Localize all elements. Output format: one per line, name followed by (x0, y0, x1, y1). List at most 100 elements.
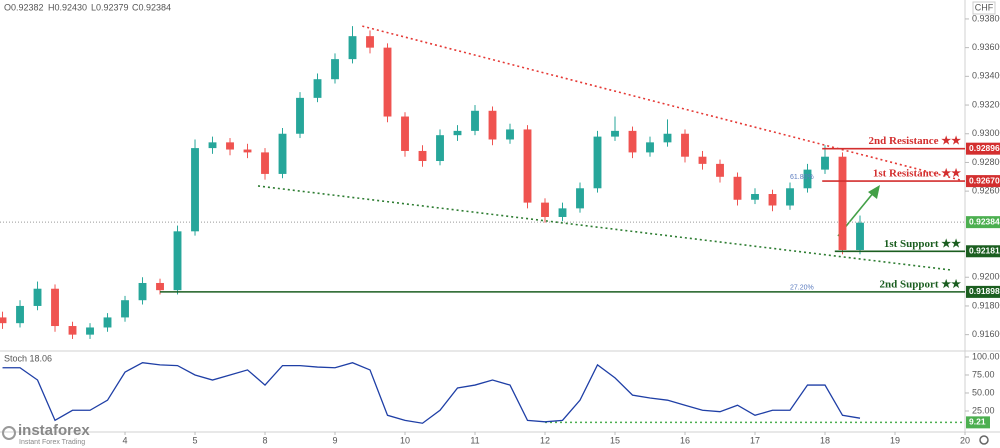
y-tick-label: 0.91600 (972, 329, 1000, 339)
candle-body (331, 59, 339, 80)
ohlc-low: L0.92379 (91, 2, 129, 12)
level-price: 0.92670 (969, 175, 1000, 185)
x-tick-label: 11 (470, 435, 479, 445)
candle-body (488, 110, 497, 140)
candle-body (313, 79, 322, 98)
arrow-head (868, 185, 880, 199)
candle-body (768, 194, 777, 206)
level-name: 1st Resistance ★★ (873, 168, 961, 180)
candle-body (646, 142, 654, 153)
candle-body (453, 130, 462, 136)
level-name: 1st Support ★★ (884, 238, 961, 250)
x-tick-label: 15 (610, 435, 620, 445)
x-tick-label: 4 (123, 435, 128, 445)
ohlc-high: H0.92430 (48, 2, 87, 12)
tagline: Instant Forex Trading (19, 439, 85, 446)
candle-body (418, 150, 427, 162)
candle-body (838, 156, 847, 250)
stoch-line (2, 362, 861, 424)
candle-body (716, 163, 724, 177)
candle-body (541, 202, 549, 217)
candle-body (576, 188, 584, 209)
candle-body (681, 133, 689, 157)
level-price: 0.92896 (969, 143, 1000, 153)
candle-body (208, 142, 217, 149)
x-tick-label: 18 (820, 435, 830, 445)
level-price: 0.91898 (969, 286, 1000, 296)
candle-body (471, 110, 479, 131)
candle-body (698, 156, 707, 164)
candle-body (51, 288, 59, 327)
candle-body (856, 222, 864, 250)
candle-body (226, 142, 234, 150)
candle-body (68, 326, 77, 335)
candle-body (103, 317, 112, 328)
x-tick-label: 16 (680, 435, 690, 445)
ohlc-open: O0.92382 (4, 2, 44, 12)
level-price: 0.92181 (969, 246, 1000, 256)
candle-body (786, 188, 794, 206)
candle-body (16, 305, 24, 324)
candle-body (278, 133, 287, 174)
fib-label: 27.20% (790, 285, 814, 292)
candle-body (401, 116, 409, 151)
candle-body (506, 129, 514, 140)
candle-body (523, 129, 532, 203)
candle-body (383, 47, 392, 117)
candle-body (751, 194, 759, 200)
x-tick-label: 10 (400, 435, 410, 445)
settings-icon[interactable] (979, 435, 989, 445)
y-tick-label: 25.00 (972, 405, 995, 415)
x-tick-label: 9 (333, 435, 338, 445)
level-box (966, 175, 1000, 188)
last-price-box (966, 216, 1000, 229)
candle-body (366, 36, 374, 48)
x-tick-label: 8 (263, 435, 268, 445)
candle-body (663, 133, 672, 143)
level-box (966, 416, 990, 429)
candle-body (558, 208, 567, 217)
currency: CHF (975, 2, 994, 12)
logo-icon (2, 426, 16, 440)
last-price-label: 0.92384 (969, 216, 1000, 226)
level-value: 9.21 (969, 417, 986, 427)
candle-body (803, 169, 812, 189)
candle-body (121, 300, 129, 318)
x-tick-label: 20 (960, 435, 970, 445)
ohlc-close: C0.92384 (132, 2, 171, 12)
x-tick-label: 19 (890, 435, 900, 445)
candle-body (593, 136, 602, 189)
candle-body (191, 148, 199, 232)
brand: instaforex (18, 422, 90, 439)
candle-body (296, 97, 304, 134)
x-tick-label: 17 (750, 435, 760, 445)
currency-box (972, 1, 996, 15)
level-box (966, 245, 1000, 258)
x-tick-label: 5 (193, 435, 198, 445)
y-tick-label: 75.00 (972, 369, 995, 379)
candle-body (156, 282, 164, 291)
x-tick-label: 12 (540, 435, 550, 445)
indicator-title: Stoch 18.06 (4, 353, 52, 363)
candle-body (138, 282, 147, 301)
candle-body (348, 36, 357, 60)
candle-body (821, 156, 829, 170)
level-box (966, 142, 1000, 155)
level-name: 2nd Support ★★ (880, 278, 962, 290)
candle-body (243, 149, 252, 153)
candle-body (86, 327, 94, 335)
level-box (966, 285, 1000, 298)
candle-body (173, 231, 182, 291)
candle-body (0, 317, 7, 324)
candle-body (733, 176, 742, 200)
trendline (257, 185, 951, 271)
